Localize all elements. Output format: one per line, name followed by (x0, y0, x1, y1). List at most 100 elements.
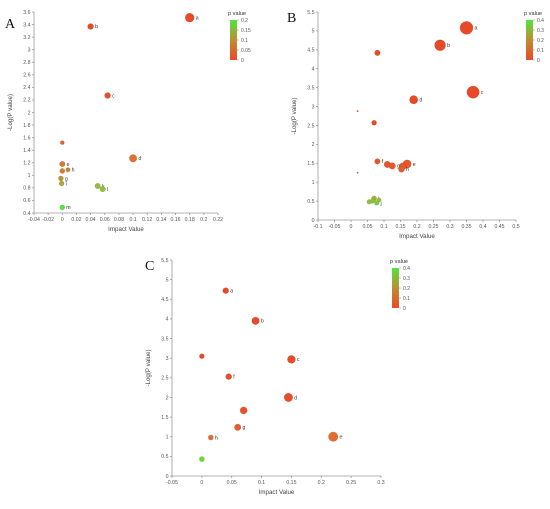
x-tick-label: 0.1 (258, 480, 265, 486)
y-tick-label: 4.5 (307, 48, 314, 54)
y-tick-label: 2 (166, 395, 169, 401)
x-tick-label: 0.1 (129, 217, 136, 223)
point-label: f (382, 159, 384, 165)
data-point[interactable] (199, 456, 205, 462)
data-point[interactable] (356, 171, 359, 174)
point-label: b (95, 24, 98, 30)
x-tick-label: 0.35 (461, 224, 471, 230)
data-point[interactable] (58, 180, 65, 187)
x-tick-label: 0.12 (142, 217, 152, 223)
y-tick-label: 4 (166, 317, 169, 323)
data-point[interactable] (65, 167, 71, 173)
point-label: e (67, 162, 70, 168)
point-label: m (66, 205, 70, 211)
legend-tick-label: 0.15 (241, 28, 251, 34)
data-point[interactable] (356, 110, 359, 113)
point-label: d (419, 98, 422, 104)
y-tick-label: 1.8 (23, 123, 30, 129)
data-point[interactable] (239, 406, 248, 415)
x-tick-label: 0.14 (156, 217, 166, 223)
data-point[interactable] (398, 166, 405, 173)
data-point[interactable] (94, 182, 101, 189)
data-point[interactable] (374, 49, 381, 56)
data-point[interactable] (328, 431, 339, 442)
y-tick-label: 3.4 (23, 22, 30, 28)
x-tick-label: 0.16 (170, 217, 180, 223)
points: a b c f d g e h (199, 287, 343, 462)
y-axis-label: -Log(P value) (7, 94, 14, 131)
y-tick-label: 3 (28, 47, 31, 53)
legend-tick-label: 0.4 (403, 266, 410, 272)
y-tick-label: 4.5 (161, 297, 168, 303)
y-tick-label: 3.2 (23, 35, 30, 41)
legend-tick-label: 0.2 (537, 38, 544, 44)
x-tick-label: 0.25 (428, 224, 438, 230)
x-tick-label: -0.02 (42, 217, 54, 223)
y-tick-label: 3 (166, 356, 169, 362)
y-tick-label: 0.5 (307, 199, 314, 205)
x-tick-label: 0.04 (86, 217, 96, 223)
y-tick-label: 5.5 (307, 10, 314, 16)
panel-label: A (5, 17, 16, 32)
data-point[interactable] (58, 175, 64, 182)
x-tick-label: 0.15 (395, 224, 405, 230)
data-point[interactable] (287, 355, 296, 364)
data-point[interactable] (234, 423, 242, 431)
legend-tick-label: 0.1 (537, 48, 544, 54)
data-point[interactable] (104, 92, 111, 99)
legend-tick-label: 0.2 (241, 18, 248, 24)
y-tick-label: 2.5 (307, 123, 314, 129)
panel-label: C (145, 259, 154, 274)
point-label: g (397, 164, 400, 170)
y-tick-label: 3.5 (307, 85, 314, 91)
x-tick-label: 0.45 (494, 224, 504, 230)
data-point[interactable] (409, 95, 419, 105)
data-point[interactable] (99, 186, 106, 193)
data-point[interactable] (129, 154, 138, 163)
data-point[interactable] (60, 140, 65, 145)
y-tick-label: 3.6 (23, 10, 30, 16)
x-tick-label: 0.1 (380, 224, 387, 230)
x-tick-label: 0.3 (446, 224, 453, 230)
x-tick-label: 0.05 (362, 224, 372, 230)
x-tick-label: 0.4 (479, 224, 486, 230)
legend-tick-label: 0.2 (403, 286, 410, 292)
data-point[interactable] (374, 200, 380, 206)
data-point[interactable] (208, 434, 214, 441)
data-point[interactable] (251, 316, 260, 325)
data-point[interactable] (225, 373, 232, 380)
y-axis-label: -Log(P value) (145, 349, 152, 386)
data-point[interactable] (371, 120, 377, 126)
data-point[interactable] (376, 197, 382, 203)
legend-colorbar (230, 20, 237, 60)
data-point[interactable] (459, 21, 474, 35)
y-tick-label: 2 (28, 110, 31, 116)
data-point[interactable] (184, 12, 195, 23)
y-tick-label: 1.5 (307, 161, 314, 167)
y-tick-label: 0.4 (23, 211, 30, 217)
data-point[interactable] (374, 158, 381, 165)
panel-a: A-0.04 -0.02 0 0.02 0.04 0.06 0.08 0.1 0.12 0.14 0… (5, 10, 251, 233)
data-point[interactable] (466, 85, 480, 99)
data-point[interactable] (369, 198, 375, 204)
data-point[interactable] (199, 353, 205, 359)
data-point[interactable] (87, 23, 94, 30)
legend-tick-label: 0 (537, 58, 540, 64)
data-point[interactable] (388, 162, 396, 170)
data-point[interactable] (434, 39, 446, 51)
y-tick-label: 1.2 (23, 161, 30, 167)
point-label: a (196, 15, 199, 21)
data-point[interactable] (283, 392, 293, 402)
legend-title: p value (390, 259, 408, 265)
data-point[interactable] (59, 168, 66, 174)
data-point[interactable] (59, 204, 66, 211)
y-tick-label: 1 (28, 173, 31, 179)
data-point[interactable] (59, 161, 66, 168)
y-tick-label: 2.2 (23, 98, 30, 104)
x-tick-label: 0.2 (200, 217, 207, 223)
data-point[interactable] (222, 287, 229, 294)
legend-tick-label: 0.05 (241, 48, 251, 54)
